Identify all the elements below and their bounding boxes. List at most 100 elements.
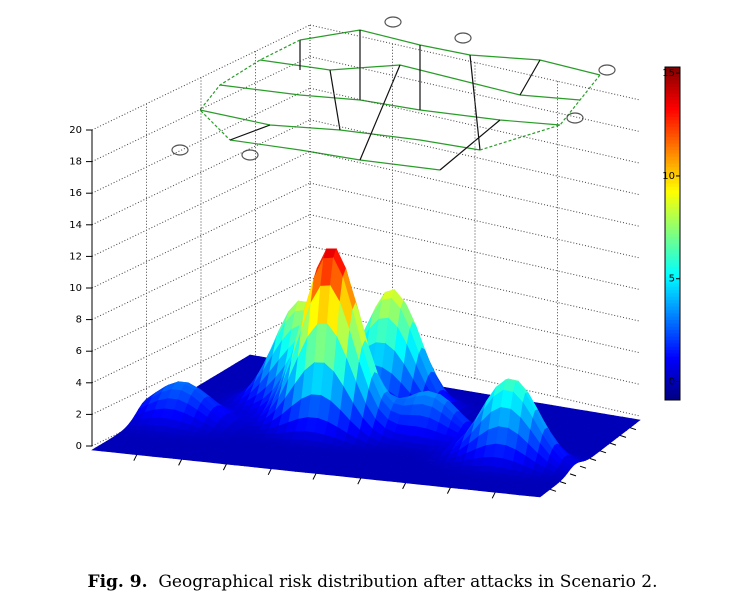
colorbar-strip: [665, 307, 680, 311]
colorbar-strip: [665, 120, 680, 124]
colorbar-tick-label: 10: [662, 171, 675, 182]
grid-line: [310, 120, 640, 195]
x-tick: [492, 492, 495, 498]
colorbar-strip: [665, 267, 680, 271]
x-tick: [447, 488, 450, 494]
colorbar-strip: [665, 337, 680, 341]
colorbar-strip: [665, 340, 680, 344]
colorbar-strip: [665, 347, 680, 351]
colorbar-strip: [665, 350, 680, 354]
colorbar-strip: [665, 240, 680, 244]
colorbar-strip: [665, 204, 680, 208]
colorbar-strip: [665, 263, 680, 267]
colorbar-strip: [665, 303, 680, 307]
colorbar-strip: [665, 207, 680, 211]
colorbar-strip: [665, 197, 680, 201]
colorbar-strip: [665, 390, 680, 394]
x-tick: [223, 464, 226, 470]
colorbar-strip: [665, 100, 680, 104]
colorbar-strip: [665, 310, 680, 314]
colorbar-strip: [665, 293, 680, 297]
z-tick-label: 4: [76, 378, 82, 389]
colorbar-strip: [665, 160, 680, 164]
x-tick: [134, 455, 137, 461]
z-tick-label: 8: [76, 315, 82, 326]
colorbar-strip: [665, 367, 680, 371]
colorbar-strip: [665, 194, 680, 198]
y-tick: [550, 489, 556, 491]
x-tick: [313, 474, 316, 480]
z-tick-label: 6: [76, 346, 82, 357]
y-tick: [630, 428, 636, 430]
colorbar-strip: [665, 94, 680, 98]
colorbar-strip: [665, 237, 680, 241]
z-tick-label: 12: [69, 251, 82, 262]
colorbar-strip: [665, 353, 680, 357]
x-tick: [403, 483, 406, 489]
colorbar-strip: [665, 80, 680, 84]
y-tick: [610, 443, 616, 445]
colorbar-strip: [665, 257, 680, 261]
x-tick: [358, 478, 361, 484]
colorbar-strip: [665, 190, 680, 194]
colorbar-strip: [665, 393, 680, 397]
colorbar-strip: [665, 87, 680, 91]
colorbar-strip: [665, 140, 680, 144]
colorbar-strip: [665, 114, 680, 118]
colorbar-strip: [665, 287, 680, 291]
colorbar-strip: [665, 333, 680, 337]
caption-text: Geographical risk distribution after att…: [158, 572, 657, 592]
colorbar-strip: [665, 124, 680, 128]
colorbar-strip: [665, 260, 680, 264]
grid-line: [310, 183, 640, 258]
colorbar-strip: [665, 360, 680, 364]
colorbar-strip: [665, 253, 680, 257]
colorbar-strip: [665, 187, 680, 191]
colorbar-strip: [665, 243, 680, 247]
colorbar-strip: [665, 164, 680, 168]
colorbar-strip: [665, 230, 680, 234]
colorbar-strip: [665, 320, 680, 324]
y-tick: [560, 482, 566, 484]
colorbar-strip: [665, 247, 680, 251]
z-tick-label: 0: [76, 441, 82, 452]
colorbar-strip: [665, 137, 680, 141]
colorbar-strip: [665, 234, 680, 238]
z-tick-label: 10: [69, 283, 82, 294]
colorbar-strip: [665, 227, 680, 231]
colorbar-tick-label: 5: [669, 274, 675, 285]
colorbar-strip: [665, 144, 680, 148]
colorbar-strip: [665, 147, 680, 151]
y-tick: [600, 451, 606, 453]
z-tick-label: 2: [76, 409, 82, 420]
colorbar-strip: [665, 84, 680, 88]
colorbar-strip: [665, 357, 680, 361]
y-tick: [570, 474, 576, 476]
colorbar-strip: [665, 224, 680, 228]
colorbar-strip: [665, 104, 680, 108]
colorbar-strip: [665, 297, 680, 301]
x-tick: [179, 459, 182, 465]
y-tick: [620, 435, 626, 437]
colorbar: 0 5 10 15: [662, 67, 680, 401]
grid-line: [92, 183, 310, 288]
y-tick: [590, 459, 596, 461]
colorbar-strip: [665, 150, 680, 154]
colorbar-strip: [665, 110, 680, 114]
colorbar-strip: [665, 323, 680, 327]
z-tick-label: 14: [69, 220, 82, 231]
colorbar-strip: [665, 290, 680, 294]
colorbar-tick-label: 0: [669, 377, 675, 388]
x-tick: [268, 469, 271, 475]
colorbar-tick-label: 15: [662, 68, 675, 79]
colorbar-strip: [665, 370, 680, 374]
colorbar-strip: [665, 97, 680, 101]
colorbar-strip: [665, 214, 680, 218]
colorbar-strip: [665, 154, 680, 158]
colorbar-strip: [665, 217, 680, 221]
colorbar-strip: [665, 300, 680, 304]
colorbar-strip: [665, 343, 680, 347]
grid-line: [310, 246, 640, 321]
network-diagram: [172, 17, 615, 170]
